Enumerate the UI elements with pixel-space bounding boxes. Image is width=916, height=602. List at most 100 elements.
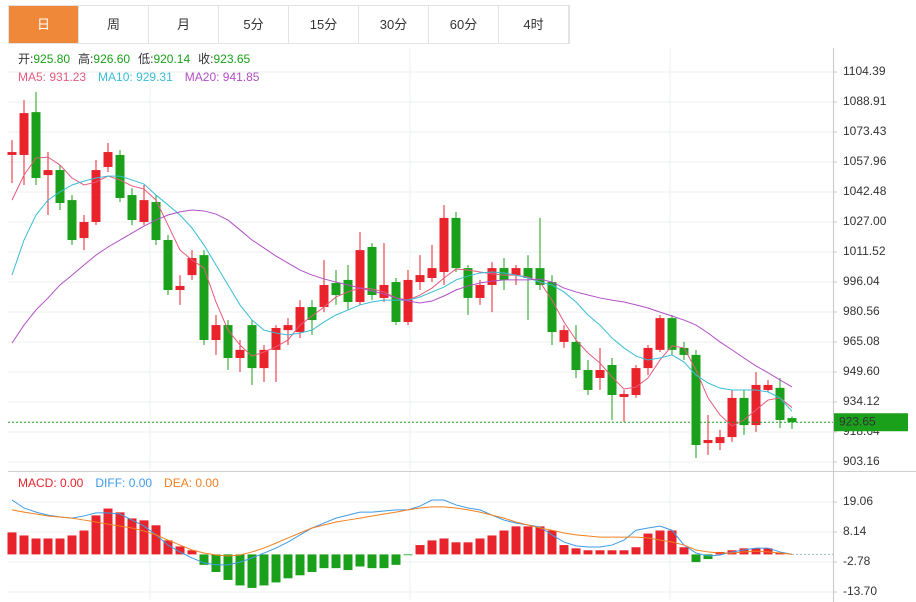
- macd-bar: [463, 542, 473, 555]
- macd-bar: [595, 550, 605, 555]
- macd-bar: [187, 550, 197, 555]
- macd-bar: [475, 538, 485, 555]
- candle-body: [319, 284, 329, 308]
- candle-body: [139, 200, 149, 222]
- macd-bar: [427, 540, 437, 555]
- tab[interactable]: 5分: [219, 6, 289, 43]
- y-tick-label: 934.12: [843, 394, 880, 408]
- y-tick-label: 1011.52: [843, 244, 886, 258]
- tab[interactable]: 月: [149, 6, 219, 43]
- ohlc-info: 开:925.80 高:926.60 低:920.14 收:923.65: [18, 51, 251, 66]
- candle-body: [295, 307, 305, 333]
- macd-bar: [295, 554, 305, 576]
- candle-body: [415, 275, 425, 283]
- legend-entry: MACD: 0.00: [18, 476, 84, 490]
- macd-bar: [127, 518, 137, 555]
- macd-bar: [151, 525, 161, 555]
- macd-bar: [43, 538, 53, 555]
- y-tick-label: 903.16: [843, 454, 880, 468]
- candle-body: [283, 325, 293, 331]
- macd-line: [11, 499, 793, 566]
- tab[interactable]: 15分: [289, 6, 359, 43]
- macd-bar: [703, 554, 713, 560]
- macd-bar: [367, 554, 377, 569]
- macd-bar: [235, 554, 245, 586]
- candle-body: [199, 255, 209, 340]
- candle-body: [775, 387, 785, 421]
- candle-body: [235, 349, 245, 359]
- macd-bar: [403, 554, 413, 556]
- candle-body: [691, 354, 701, 446]
- candle-body: [523, 268, 533, 278]
- y-tick-label: 996.04: [843, 274, 880, 288]
- macd-bar: [583, 550, 593, 555]
- last-price-label: 923.65: [839, 414, 876, 428]
- legend-entry: MA20: 941.85: [185, 70, 260, 84]
- candle-body: [451, 217, 461, 269]
- ohlc-label: 收:: [198, 52, 213, 66]
- tab[interactable]: 60分: [429, 6, 499, 43]
- macd-bar: [19, 535, 29, 555]
- tab[interactable]: 30分: [359, 6, 429, 43]
- candle-body: [559, 330, 569, 342]
- tab[interactable]: 4时: [499, 6, 569, 43]
- candle-body: [103, 152, 113, 167]
- y-tick-label: 1057.96: [843, 154, 887, 168]
- macd-bar: [31, 538, 41, 555]
- macd-bar: [379, 554, 389, 569]
- ohlc-label: 高:: [78, 51, 93, 66]
- candle-body: [595, 370, 605, 378]
- candle-body: [187, 258, 197, 276]
- candle-body: [31, 112, 41, 179]
- candle-body: [739, 397, 749, 426]
- candle-body: [127, 195, 137, 221]
- candle-body: [19, 113, 29, 155]
- candle-body: [655, 318, 665, 350]
- candle-body: [439, 217, 449, 272]
- candle-body: [7, 152, 17, 155]
- macd-bar: [535, 526, 545, 555]
- candle-body: [331, 283, 341, 296]
- candle-body: [151, 202, 161, 241]
- candle-body: [583, 370, 593, 390]
- macd-bar: [103, 508, 113, 555]
- ohlc-label: 低:: [138, 52, 153, 66]
- candle-body: [547, 282, 557, 333]
- macd-bar: [439, 538, 449, 555]
- y-tick-label: -2.78: [843, 554, 871, 568]
- candle-body: [391, 282, 401, 322]
- candle-body: [367, 246, 377, 296]
- candle-body: [703, 439, 713, 444]
- candle-body: [343, 279, 353, 303]
- candle-body: [727, 397, 737, 438]
- macd-bar: [763, 548, 773, 555]
- macd-bar: [691, 554, 701, 563]
- macd-bar: [547, 530, 557, 555]
- tab[interactable]: 周: [79, 6, 149, 43]
- macd-bar: [451, 542, 461, 555]
- macd-bar: [607, 550, 617, 555]
- macd-bar: [571, 548, 581, 555]
- candle-body: [631, 368, 641, 396]
- candle-body: [607, 364, 617, 396]
- macd-bar: [79, 530, 89, 555]
- macd-bar: [247, 554, 257, 588]
- macd-bar: [139, 520, 149, 555]
- legend: MA5: 931.23 MA10: 929.31 MA20: 941.85: [18, 70, 260, 84]
- ohlc-value: 925.80: [33, 52, 70, 66]
- macd-bar: [331, 554, 341, 569]
- macd-bar: [7, 532, 17, 555]
- candle-body: [787, 418, 797, 423]
- tab[interactable]: 日: [9, 6, 79, 43]
- y-tick-label: 1104.39: [843, 64, 886, 78]
- ohlc-value: 923.65: [213, 52, 250, 66]
- y-tick-label: 19.06: [843, 494, 873, 508]
- macd-bar: [487, 535, 497, 555]
- legend: MACD: 0.00 DIFF: 0.00 DEA: 0.00: [18, 476, 219, 490]
- candle-body: [271, 327, 281, 350]
- candle-body: [751, 384, 761, 426]
- candle-body: [91, 170, 101, 222]
- candle-body: [763, 384, 773, 390]
